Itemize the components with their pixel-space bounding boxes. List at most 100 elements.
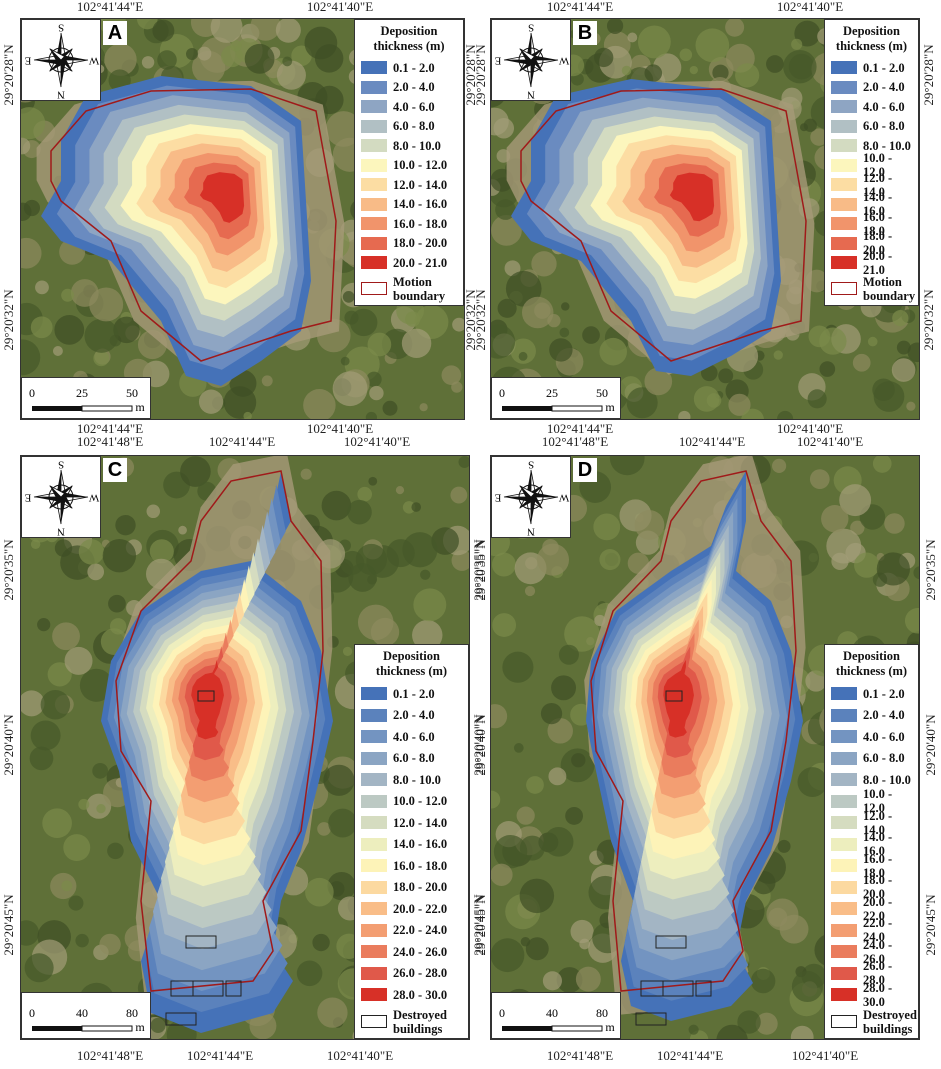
compass-letter: N [57,88,65,100]
legend: Deposition thickness (m) 0.1 - 2.0 2.0 - 4… [824,19,919,306]
vegetation [21,339,41,376]
top-coordinate: 102°41'48"E [542,434,608,449]
destroyed-building [655,935,687,949]
vegetation [452,317,464,332]
vegetation [826,528,862,564]
bottom-coordinate: 102°41'40"E [792,1048,858,1063]
vegetation [312,933,330,952]
motion-boundary [520,88,807,362]
vegetation [679,48,693,62]
vegetation [115,514,136,536]
vegetation [342,291,355,303]
legend-label: 10.0 - 12.0 [863,151,893,180]
vegetation [688,1024,699,1035]
vegetation [626,387,658,419]
vegetation [21,202,32,221]
scale-label: 40 [76,1006,88,1020]
legend-item: 8.0 - 10.0 [361,769,462,791]
vegetation [803,118,817,132]
right-coordinate: 29°20'32"N [921,289,936,351]
vegetation [441,365,462,385]
legend-label: 0.1 - 2.0 [863,686,905,701]
compass-point [61,497,66,524]
left-coordinate: 29°20'45"N [473,894,488,956]
panel-label: D [573,458,597,482]
compass: S W N E [494,458,569,537]
vegetation [755,1012,778,1035]
legend-swatch [831,100,857,114]
legend-swatch [831,794,857,808]
scale-unit: m [605,1020,615,1034]
vegetation [850,520,865,535]
vegetation [78,798,90,810]
vegetation [431,527,459,555]
vegetation [854,552,880,578]
legend-label: 10.0 - 12.0 [863,787,893,816]
legend-swatch [361,837,387,851]
vegetation [491,215,522,246]
vegetation [369,385,384,401]
legend-label: 12.0 - 14.0 [863,170,893,199]
vegetation [695,28,730,63]
compass-box: S W N E [21,19,101,101]
vegetation [634,510,665,540]
vegetation [458,456,469,468]
left-coordinate: 29°20'40"N [473,714,488,776]
vegetation [61,880,73,892]
legend-item: 28.0 - 30.0 [831,981,912,1009]
vegetation [725,19,745,37]
legend-swatch [831,923,857,937]
compass-box: S W N E [491,456,571,538]
vegetation [516,806,535,825]
legend-item: 6.0 - 8.0 [361,748,462,770]
scale-segment [551,405,603,412]
vegetation [412,619,443,651]
left-coordinate: 29°20'28"N [1,44,16,106]
bottom-coordinate: 102°41'44"E [657,1048,723,1063]
vegetation [609,456,645,476]
vegetation [549,338,573,362]
top-coordinate: 102°41'40"E [797,434,863,449]
legend-swatch [831,256,857,270]
vegetation [492,613,517,637]
vegetation [367,332,392,357]
legend-item: Motion boundary [361,273,457,305]
legend-item: 0.1 - 2.0 [361,58,457,78]
compass-ring [48,484,74,510]
vegetation [325,111,362,147]
legend-label: 12.0 - 14.0 [393,815,448,830]
legend-label: 4.0 - 6.0 [863,729,905,744]
scale-box: 0 40 80 m [21,992,151,1039]
legend-item: 20.0 - 21.0 [361,253,457,273]
vegetation [282,56,293,67]
vegetation [276,60,306,90]
vegetation [594,47,614,68]
vegetation [599,549,621,571]
vegetation [867,336,878,347]
compass-ring [518,484,544,510]
legend-label: Motion boundary [393,1040,462,1041]
map-panel: S W N E A Deposition thickness (m) 0.1 - 2.0 2.… [20,18,465,420]
vegetation [520,936,531,947]
vegetation [178,525,187,535]
vegetation [491,938,525,973]
thickness-zone [663,659,694,738]
compass-letter: W [558,491,569,503]
legend-item: 16.0 - 18.0 [361,855,462,877]
bottom-coordinate: 102°41'40"E [307,421,373,436]
legend: Deposition thickness (m) 0.1 - 2.0 2.0 - 4… [354,19,464,306]
legend-swatch [831,708,857,722]
vegetation [579,938,591,950]
legend-item: 14.0 - 16.0 [831,830,912,858]
vegetation [791,38,803,50]
legend-label: 18.0 - 20.0 [863,873,893,902]
vegetation [518,351,528,361]
legend-item: 22.0 - 24.0 [361,920,462,942]
vegetation [419,403,428,412]
vegetation [92,762,109,779]
legend-label: 16.0 - 18.0 [393,216,448,231]
vegetation [63,834,91,862]
compass-point [519,485,536,498]
scale-label: 50 [126,386,138,400]
legend-label: 4.0 - 6.0 [863,99,905,114]
